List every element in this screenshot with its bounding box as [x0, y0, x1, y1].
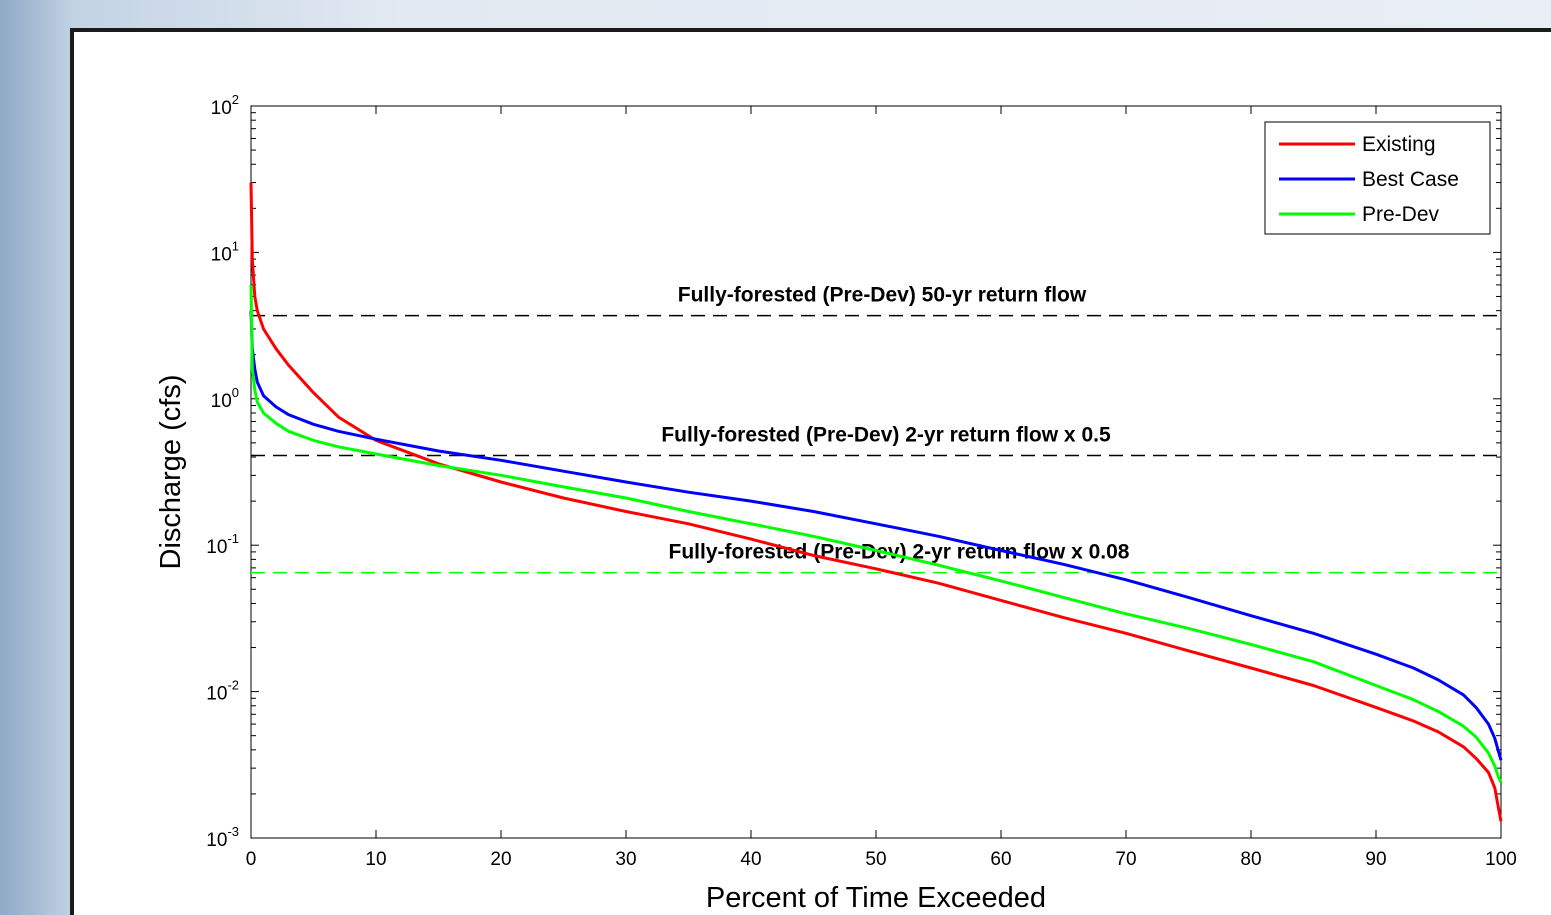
y-tick-label: 101	[211, 238, 239, 265]
legend-label: Pre-Dev	[1362, 203, 1440, 226]
y-tick-exponent: -3	[227, 824, 239, 839]
reference-line-label: Fully-forested (Pre-Dev) 2-yr return flo…	[661, 423, 1111, 446]
y-tick-exponent: 2	[232, 92, 239, 107]
y-tick-base: 10	[206, 537, 227, 558]
x-tick-label: 60	[990, 849, 1011, 870]
y-tick-exponent: -2	[227, 678, 239, 693]
y-tick-base: 10	[206, 830, 227, 851]
x-tick-label: 0	[246, 849, 257, 870]
y-tick-label: 10-1	[206, 531, 239, 558]
x-tick-label: 20	[490, 849, 511, 870]
x-tick-label: 90	[1365, 849, 1386, 870]
series-line	[249, 284, 1503, 783]
x-tick-label: 30	[615, 849, 636, 870]
legend-label: Best Case	[1362, 168, 1459, 191]
x-tick-label: 100	[1485, 849, 1517, 870]
y-tick-label: 10-3	[206, 824, 239, 851]
x-tick-label: 50	[865, 849, 886, 870]
reference-line-label: Fully-forested (Pre-Dev) 50-yr return fl…	[678, 284, 1087, 307]
y-tick-label: 10-2	[206, 678, 239, 705]
y-tick-base: 10	[206, 684, 227, 705]
y-tick-base: 10	[211, 98, 232, 119]
y-tick-base: 10	[211, 391, 232, 412]
y-tick-label: 102	[211, 92, 239, 119]
y-tick-exponent: -1	[227, 531, 239, 546]
y-tick-base: 10	[211, 244, 232, 265]
x-tick-label: 10	[365, 849, 386, 870]
x-tick-label: 40	[740, 849, 761, 870]
y-axis-label: Discharge (cfs)	[155, 375, 187, 570]
reference-line-label: Fully-forested (Pre-Dev) 2-yr return flo…	[669, 541, 1130, 564]
y-tick-exponent: 0	[232, 385, 239, 400]
y-tick-label: 100	[211, 385, 239, 412]
y-tick-exponent: 1	[232, 238, 239, 253]
x-axis-label: Percent of Time Exceeded	[706, 882, 1046, 914]
series-line	[249, 310, 1503, 761]
x-tick-label: 70	[1115, 849, 1136, 870]
legend-label: Existing	[1362, 133, 1436, 156]
series-line	[249, 182, 1503, 822]
x-tick-label: 80	[1240, 849, 1261, 870]
